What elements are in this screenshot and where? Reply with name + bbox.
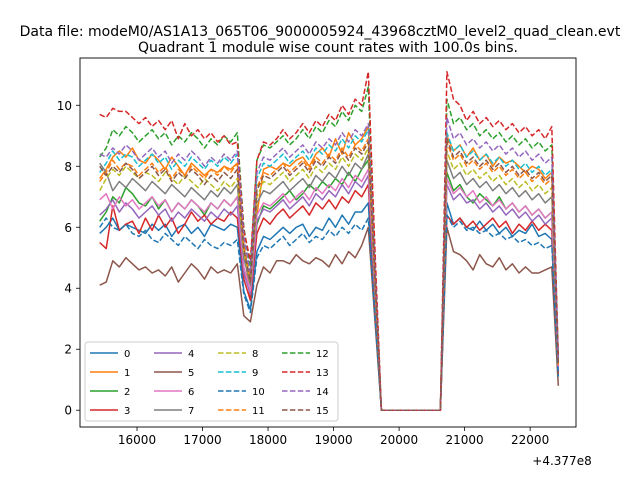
y-tick-label: 8 xyxy=(64,160,72,174)
legend-label-2: 2 xyxy=(124,387,130,398)
series-line-6 xyxy=(99,168,560,411)
y-tick-label: 0 xyxy=(64,404,72,418)
legend-label-9: 9 xyxy=(252,368,258,379)
legend-label-8: 8 xyxy=(252,349,258,360)
series-line-4 xyxy=(99,174,560,411)
legend-label-10: 10 xyxy=(252,387,265,398)
series-line-14 xyxy=(99,116,560,411)
legend-label-5: 5 xyxy=(188,368,194,379)
y-tick-label: 10 xyxy=(57,99,72,113)
y-tick-label: 2 xyxy=(64,343,72,357)
x-offset-label: +4.377e8 xyxy=(532,454,591,468)
y-axis: 0 2 4 6 8 10 xyxy=(57,99,80,418)
series-line-13 xyxy=(99,70,560,411)
legend-box xyxy=(84,341,339,422)
legend-label-14: 14 xyxy=(316,387,329,398)
x-tick-label: 21000 xyxy=(446,433,484,447)
legend-label-0: 0 xyxy=(124,349,130,360)
legend-label-1: 1 xyxy=(124,368,130,379)
y-tick-label: 4 xyxy=(64,282,72,296)
series-line-9 xyxy=(99,128,560,411)
legend-label-13: 13 xyxy=(316,368,329,379)
series-line-0 xyxy=(99,202,560,411)
legend-label-6: 6 xyxy=(188,387,194,398)
x-tick-label: 22000 xyxy=(511,433,549,447)
series-line-3 xyxy=(99,183,560,411)
legend-label-7: 7 xyxy=(188,406,194,417)
legend-label-15: 15 xyxy=(316,406,329,417)
series-line-15 xyxy=(99,138,560,411)
legend-label-4: 4 xyxy=(188,349,194,360)
x-tick-label: 19000 xyxy=(314,433,352,447)
series-line-11 xyxy=(99,138,560,411)
legend-label-11: 11 xyxy=(252,406,265,417)
legend-label-12: 12 xyxy=(316,349,329,360)
series-line-5 xyxy=(99,226,560,411)
series-line-7 xyxy=(99,153,560,411)
x-tick-label: 18000 xyxy=(249,433,287,447)
series-line-8 xyxy=(99,147,560,411)
legend-label-3: 3 xyxy=(124,406,130,417)
x-axis: 16000 17000 18000 19000 20000 21000 22000 xyxy=(118,427,549,447)
plot-frame xyxy=(79,57,577,428)
y-tick-label: 6 xyxy=(64,221,72,235)
x-tick-label: 20000 xyxy=(380,433,418,447)
series-line-12 xyxy=(99,86,560,411)
figure-suptitle: Data file: modeM0/AS1A13_065T06_90000059… xyxy=(20,24,621,40)
x-tick-label: 17000 xyxy=(183,433,221,447)
series-line-10 xyxy=(99,214,560,411)
series-lines xyxy=(99,70,560,411)
x-tick-label: 16000 xyxy=(118,433,156,447)
chart-title: Quadrant 1 module wise count rates with … xyxy=(138,40,518,56)
